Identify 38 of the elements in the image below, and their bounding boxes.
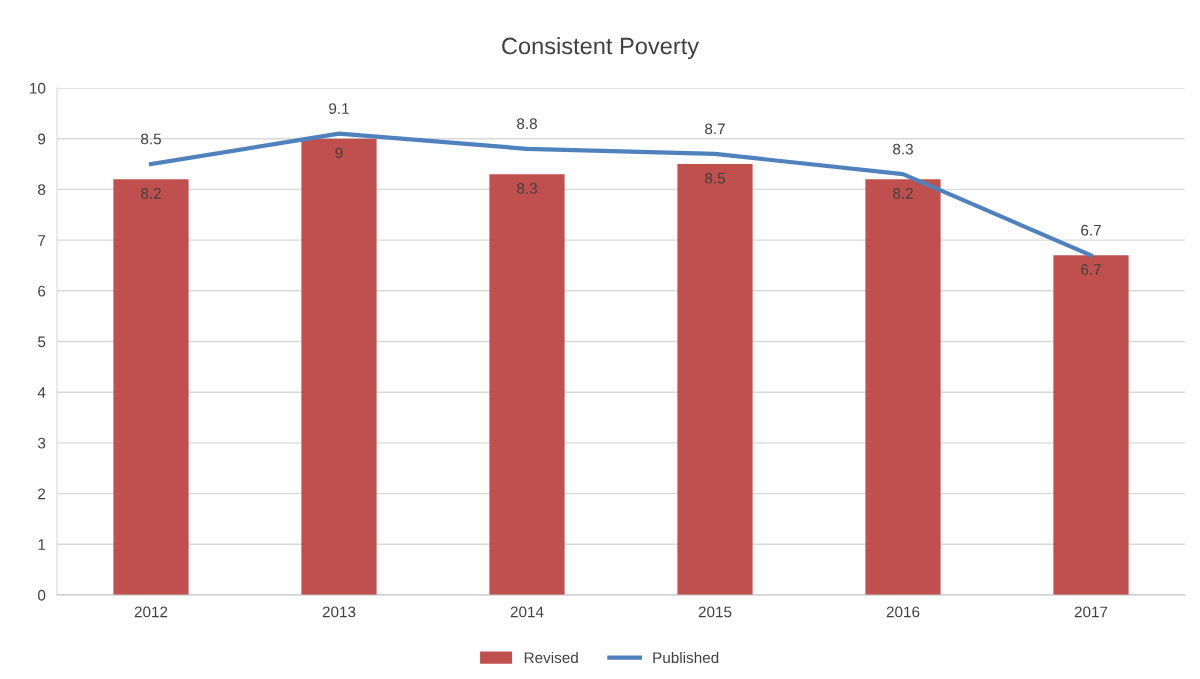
data-label: 6.7 xyxy=(1081,264,1101,275)
x-tick-label: 2014 xyxy=(510,606,544,618)
y-tick-label: 4 xyxy=(37,387,46,398)
data-label: 8.5 xyxy=(705,172,725,184)
y-tick-label: 0 xyxy=(37,589,46,601)
x-tick-label: 2013 xyxy=(322,606,356,618)
bar xyxy=(489,174,565,595)
data-label: 8.2 xyxy=(141,188,161,199)
y-tick-label: 5 xyxy=(38,336,46,348)
x-tick-label: 2016 xyxy=(886,606,920,618)
data-label: 8.3 xyxy=(517,182,537,194)
y-tick-label: 7 xyxy=(38,235,46,246)
data-label: 8.3 xyxy=(893,143,913,155)
y-tick-label: 2 xyxy=(38,488,46,500)
bar xyxy=(677,164,753,595)
y-tick-label: 6 xyxy=(38,285,46,297)
data-label: 8.8 xyxy=(517,118,537,130)
data-label: 8.7 xyxy=(705,123,725,135)
legend-label: Revised xyxy=(524,651,578,664)
y-tick-label: 1 xyxy=(38,539,46,550)
bar xyxy=(1053,255,1129,595)
legend-label: Published xyxy=(653,651,719,664)
y-tick-label: 10 xyxy=(30,82,46,94)
y-tick-label: 3 xyxy=(37,437,46,449)
x-tick-label: 2015 xyxy=(698,606,732,618)
data-label: 9.1 xyxy=(329,103,349,114)
bar xyxy=(865,179,941,595)
data-label: 8.5 xyxy=(141,133,161,145)
x-tick-label: 2012 xyxy=(134,606,168,618)
bar xyxy=(113,179,189,595)
y-tick-label: 8 xyxy=(38,184,46,196)
bar xyxy=(301,138,377,595)
y-tick-label: 9 xyxy=(38,133,46,145)
data-label: 8.2 xyxy=(893,188,913,199)
data-label: 9 xyxy=(335,147,343,159)
chart-title: Consistent Poverty xyxy=(502,37,700,59)
x-tick-label: 2017 xyxy=(1074,606,1108,618)
data-label: 6.7 xyxy=(1081,224,1101,236)
